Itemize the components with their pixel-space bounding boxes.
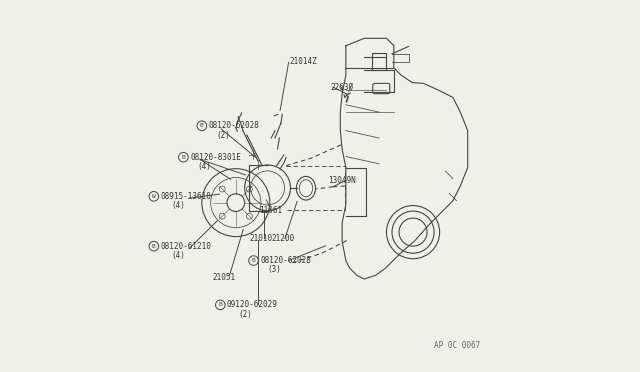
Text: 08915-13610: 08915-13610 bbox=[161, 192, 211, 201]
Text: 13049N: 13049N bbox=[328, 176, 356, 185]
Text: B: B bbox=[200, 123, 204, 128]
Text: 09120-62029: 09120-62029 bbox=[227, 300, 278, 310]
Text: 08120-61210: 08120-61210 bbox=[161, 242, 211, 251]
Text: 08120-8301E: 08120-8301E bbox=[190, 153, 241, 162]
Text: B: B bbox=[218, 302, 222, 307]
Text: (4): (4) bbox=[172, 251, 186, 260]
Text: 21010: 21010 bbox=[249, 234, 272, 243]
Text: W: W bbox=[152, 194, 156, 199]
Text: (2): (2) bbox=[238, 310, 252, 319]
Text: 11061: 11061 bbox=[259, 206, 282, 215]
Text: 21014Z: 21014Z bbox=[290, 57, 317, 66]
Text: 08120-62028: 08120-62028 bbox=[260, 256, 311, 265]
Text: 22630: 22630 bbox=[330, 83, 353, 92]
Text: (4): (4) bbox=[197, 162, 211, 171]
Text: 08120-62028: 08120-62028 bbox=[209, 121, 259, 130]
Text: B: B bbox=[182, 155, 185, 160]
Text: (3): (3) bbox=[268, 265, 282, 274]
Text: B: B bbox=[252, 258, 255, 263]
Text: AP 0C 0067: AP 0C 0067 bbox=[435, 341, 481, 350]
Text: (2): (2) bbox=[216, 131, 230, 140]
Text: 21051: 21051 bbox=[212, 273, 236, 282]
Text: B: B bbox=[152, 244, 156, 249]
Text: 21200: 21200 bbox=[271, 234, 294, 243]
Text: (4): (4) bbox=[172, 201, 186, 210]
